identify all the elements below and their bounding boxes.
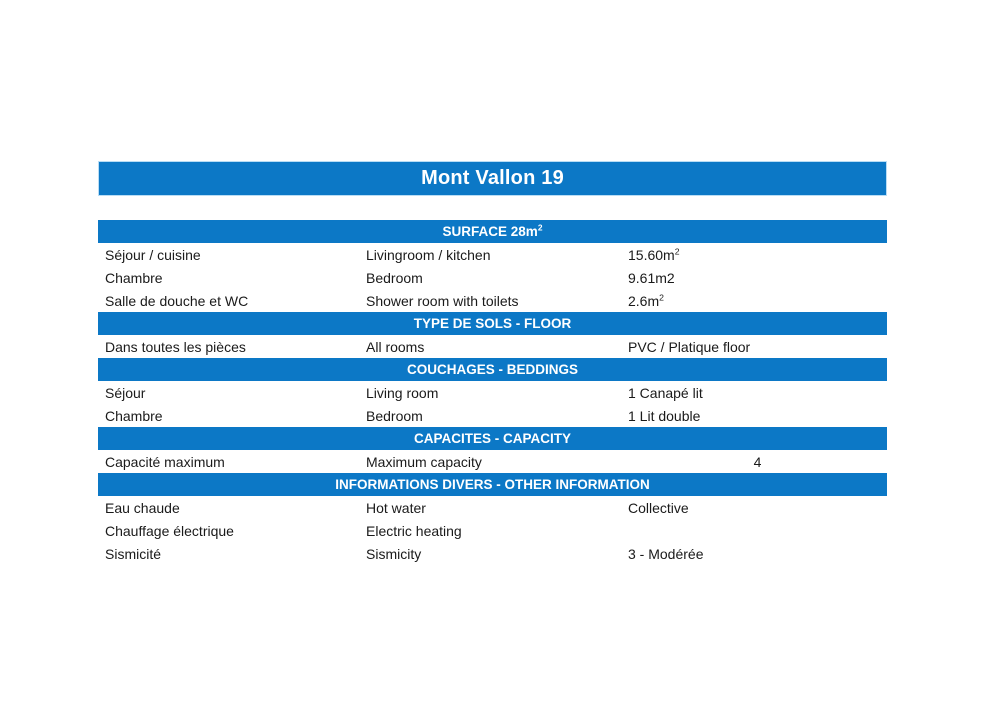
section-header: TYPE DE SOLS - FLOOR [98, 312, 887, 335]
section-header: CAPACITES - CAPACITY [98, 427, 887, 450]
title-bar: Mont Vallon 19 [98, 161, 887, 196]
section-header-label: SURFACE 28m2 [442, 222, 543, 239]
table-row: Sismicité Sismicity 3 - Modérée [98, 542, 887, 565]
table-row: Eau chaude Hot water Collective [98, 496, 887, 519]
section-rows: Dans toutes les pièces All rooms PVC / P… [98, 335, 887, 358]
section-header-label: COUCHAGES - BEDDINGS [406, 362, 578, 377]
section-rows: Eau chaude Hot water Collective Chauffag… [98, 496, 887, 565]
property-info-sheet: Mont Vallon 19 SURFACE 28m2 Séjour / cui… [98, 161, 887, 565]
section-header-label: TYPE DE SOLS - FLOOR [413, 316, 572, 331]
cell-label-en: Livingroom / kitchen [366, 246, 491, 263]
sections-container: SURFACE 28m2 Séjour / cuisine Livingroom… [98, 220, 887, 565]
table-row: Chauffage électrique Electric heating [98, 519, 887, 542]
cell-label-fr: Chambre [105, 407, 163, 424]
cell-label-fr: Chauffage électrique [105, 522, 234, 539]
table-row: Dans toutes les pièces All rooms PVC / P… [98, 335, 887, 358]
section: CAPACITES - CAPACITY Capacité maximum Ma… [98, 427, 887, 473]
cell-label-fr: Dans toutes les pièces [105, 338, 246, 355]
cell-label-en: Shower room with toilets [366, 292, 519, 309]
cell-value: 15.60m2 [628, 245, 680, 263]
section: INFORMATIONS DIVERS - OTHER INFORMATION … [98, 473, 887, 565]
section-rows: Capacité maximum Maximum capacity 4 [98, 450, 887, 473]
cell-value: 4 [753, 453, 762, 470]
cell-value: 1 Lit double [628, 407, 701, 424]
table-row: Chambre Bedroom 1 Lit double [98, 404, 887, 427]
section-rows: Séjour Living room 1 Canapé lit Chambre … [98, 381, 887, 427]
section-rows: Séjour / cuisine Livingroom / kitchen 15… [98, 243, 887, 312]
cell-label-en: Hot water [366, 499, 426, 516]
section-header-label: INFORMATIONS DIVERS - OTHER INFORMATION [335, 477, 650, 492]
table-row: Salle de douche et WC Shower room with t… [98, 289, 887, 312]
cell-value: Collective [628, 499, 689, 516]
cell-label-fr: Chambre [105, 269, 163, 286]
cell-label-en: Sismicity [366, 545, 422, 562]
section-header: INFORMATIONS DIVERS - OTHER INFORMATION [98, 473, 887, 496]
cell-label-en: All rooms [366, 338, 425, 355]
section-header-label: CAPACITES - CAPACITY [413, 431, 571, 446]
cell-label-fr: Salle de douche et WC [105, 292, 249, 309]
section: TYPE DE SOLS - FLOOR Dans toutes les piè… [98, 312, 887, 358]
table-row: Chambre Bedroom 9.61m2 [98, 266, 887, 289]
cell-label-en: Maximum capacity [366, 453, 482, 470]
cell-label-fr: Séjour [105, 384, 146, 401]
table-row: Capacité maximum Maximum capacity 4 [98, 450, 887, 473]
cell-value: 3 - Modérée [628, 545, 704, 562]
cell-value: 1 Canapé lit [628, 384, 703, 401]
section-header: COUCHAGES - BEDDINGS [98, 358, 887, 381]
cell-value: 9.61m2 [628, 269, 675, 286]
cell-label-fr: Séjour / cuisine [105, 246, 201, 263]
cell-label-fr: Sismicité [105, 545, 162, 562]
page-title: Mont Vallon 19 [421, 167, 564, 189]
table-row: Séjour Living room 1 Canapé lit [98, 381, 887, 404]
cell-value: 2.6m2 [628, 291, 664, 309]
cell-label-en: Living room [366, 384, 439, 401]
cell-label-en: Bedroom [366, 407, 423, 424]
section: COUCHAGES - BEDDINGS Séjour Living room … [98, 358, 887, 427]
cell-label-en: Bedroom [366, 269, 423, 286]
cell-label-fr: Capacité maximum [105, 453, 225, 470]
cell-value: PVC / Platique floor [628, 338, 751, 355]
cell-label-en: Electric heating [366, 522, 462, 539]
section: SURFACE 28m2 Séjour / cuisine Livingroom… [98, 220, 887, 312]
cell-label-fr: Eau chaude [105, 499, 180, 516]
section-header: SURFACE 28m2 [98, 220, 887, 243]
table-row: Séjour / cuisine Livingroom / kitchen 15… [98, 243, 887, 266]
